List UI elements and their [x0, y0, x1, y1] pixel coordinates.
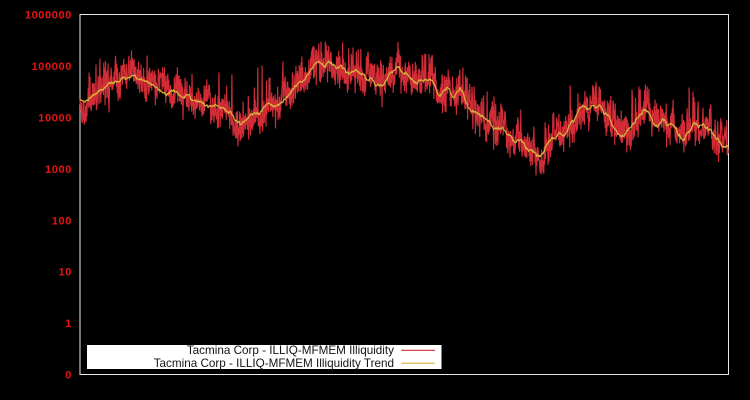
- svg-text:Tacmina Corp - ILLIQ-MFMEM Ill: Tacmina Corp - ILLIQ-MFMEM Illiquidity: [187, 344, 394, 357]
- svg-text:1000000: 1000000: [25, 10, 72, 22]
- svg-text:0: 0: [65, 370, 72, 382]
- svg-text:100000: 100000: [32, 61, 72, 73]
- svg-text:10: 10: [59, 267, 72, 279]
- svg-text:100: 100: [52, 215, 72, 227]
- svg-text:1: 1: [65, 318, 72, 330]
- svg-text:10000: 10000: [38, 113, 72, 125]
- svg-text:Tacmina Corp - ILLIQ-MFMEM Ill: Tacmina Corp - ILLIQ-MFMEM Illiquidity T…: [154, 357, 394, 370]
- svg-text:1000: 1000: [45, 164, 72, 176]
